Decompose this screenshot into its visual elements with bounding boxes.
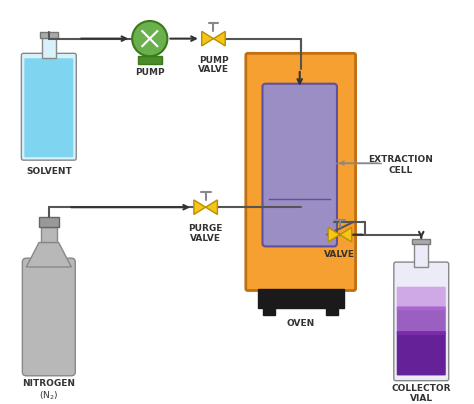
Polygon shape bbox=[340, 227, 352, 242]
Circle shape bbox=[132, 21, 167, 56]
Bar bbox=[257, 288, 344, 308]
Text: SOLVENT: SOLVENT bbox=[26, 167, 72, 177]
Polygon shape bbox=[26, 242, 72, 267]
Bar bbox=[40, 32, 58, 38]
Text: PUMP: PUMP bbox=[199, 56, 228, 65]
Text: CELL: CELL bbox=[389, 166, 413, 175]
FancyBboxPatch shape bbox=[246, 53, 356, 290]
Polygon shape bbox=[206, 200, 218, 215]
Polygon shape bbox=[202, 32, 213, 46]
Text: VALVE: VALVE bbox=[190, 234, 221, 243]
Text: (N$_2$): (N$_2$) bbox=[39, 389, 58, 402]
FancyBboxPatch shape bbox=[22, 258, 75, 376]
FancyBboxPatch shape bbox=[397, 306, 446, 335]
Text: COLLECTOR: COLLECTOR bbox=[392, 384, 451, 393]
Text: VIAL: VIAL bbox=[410, 394, 433, 403]
Bar bbox=[414, 242, 428, 267]
Text: VALVE: VALVE bbox=[324, 250, 356, 259]
Bar bbox=[138, 56, 162, 64]
Text: EXTRACTION: EXTRACTION bbox=[368, 155, 433, 164]
Polygon shape bbox=[213, 32, 225, 46]
Text: OVEN: OVEN bbox=[287, 319, 315, 328]
Bar bbox=[264, 308, 275, 315]
Text: NITROGEN: NITROGEN bbox=[22, 379, 75, 388]
Text: VALVE: VALVE bbox=[198, 65, 229, 74]
Bar bbox=[39, 217, 59, 227]
Text: PUMP: PUMP bbox=[135, 68, 164, 78]
FancyBboxPatch shape bbox=[21, 53, 76, 160]
FancyBboxPatch shape bbox=[263, 84, 337, 246]
Bar bbox=[41, 227, 57, 242]
Bar bbox=[412, 239, 430, 244]
FancyBboxPatch shape bbox=[394, 262, 449, 381]
FancyBboxPatch shape bbox=[397, 287, 446, 310]
Bar bbox=[326, 308, 338, 315]
FancyBboxPatch shape bbox=[24, 58, 73, 157]
Polygon shape bbox=[328, 227, 340, 242]
Bar bbox=[42, 36, 55, 58]
Polygon shape bbox=[194, 200, 206, 215]
FancyBboxPatch shape bbox=[397, 331, 446, 375]
Text: PURGE: PURGE bbox=[189, 224, 223, 233]
